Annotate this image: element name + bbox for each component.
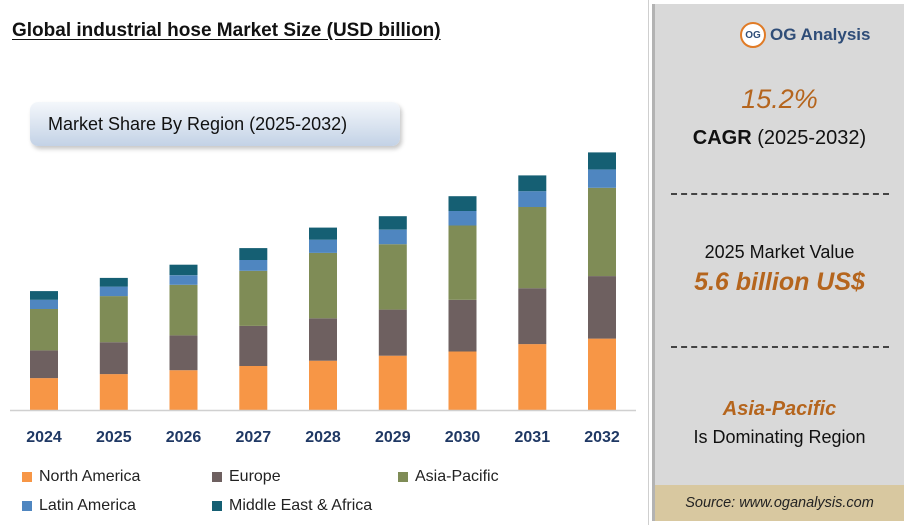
legend-item-latin-america: Latin America [22, 497, 136, 515]
cagr-label-period: (2025-2032) [751, 127, 867, 149]
bar-segment-asia-pacific-2030 [448, 225, 477, 300]
x-tick-labels: 2024 2025 2026 2027 2028 2029 2030 2031 2032 [26, 429, 620, 446]
legend-item-asia-pacific: Asia-Pacific [398, 468, 499, 486]
legend-swatch-middle-east-and-africa [212, 501, 222, 511]
bar-segment-middle-east-and-africa-2030 [448, 196, 477, 211]
bar-segment-latin-america-2025 [99, 286, 128, 297]
logo-text: OG Analysis [770, 25, 871, 44]
bar-segment-north-america-2027 [239, 366, 268, 410]
legend-label-asia-pacific: Asia-Pacific [415, 468, 499, 485]
x-tick-label-2031: 2031 [515, 429, 551, 446]
stacked-bar-chart: 2024 2025 2026 2027 2028 2029 2030 2031 2032 [10, 152, 636, 446]
market-value: 5.6 billion US$ [694, 268, 865, 296]
bar-segment-middle-east-and-africa-2028 [309, 227, 337, 240]
bars-layer [30, 152, 616, 410]
bar-segment-latin-america-2029 [378, 229, 407, 245]
bar-segment-asia-pacific-2026 [169, 284, 198, 336]
bar-segment-latin-america-2026 [169, 275, 198, 285]
bar-segment-latin-america-2030 [448, 211, 477, 226]
bar-segment-europe-2024 [30, 350, 58, 379]
bar-segment-asia-pacific-2032 [588, 187, 616, 277]
bar-segment-middle-east-and-africa-2024 [30, 291, 58, 300]
legend-label-middle-east-and-africa: Middle East & Africa [229, 497, 373, 514]
cagr-value: 15.2% [741, 84, 818, 114]
source-text: Source: www.oganalysis.com [685, 495, 874, 511]
x-tick-label-2025: 2025 [96, 429, 132, 446]
bar-segment-north-america-2028 [309, 360, 337, 410]
legend-swatch-north-america [22, 472, 32, 482]
legend-swatch-europe [212, 472, 222, 482]
chart-legend: North America Europe Asia-Pacific Latin Ame… [22, 468, 632, 522]
chart-subtitle-text: Market Share By Region (2025-2032) [48, 113, 348, 134]
legend-label-europe: Europe [229, 468, 281, 485]
bar-segment-asia-pacific-2031 [518, 207, 547, 289]
x-tick-label-2030: 2030 [445, 429, 481, 446]
chart-title: Global industrial hose Market Size (USD … [12, 20, 441, 41]
summary-panel: OG OG Analysis 15.2% CAGR (2025-2032) 20… [652, 4, 904, 521]
bar-segment-asia-pacific-2027 [239, 270, 268, 326]
bar-segment-latin-america-2032 [588, 169, 616, 188]
bar-segment-middle-east-and-africa-2031 [518, 175, 547, 192]
x-tick-label-2027: 2027 [236, 429, 272, 446]
logo-icon: OG [740, 22, 766, 48]
bar-segment-europe-2029 [378, 309, 407, 356]
chart-subtitle: Market Share By Region (2025-2032) [30, 102, 400, 146]
bar-segment-asia-pacific-2028 [309, 252, 337, 319]
bar-segment-europe-2025 [99, 342, 128, 375]
cagr-label: CAGR (2025-2032) [655, 127, 904, 150]
bar-segment-latin-america-2024 [30, 299, 58, 309]
bar-segment-europe-2027 [239, 325, 268, 366]
legend-item-europe: Europe [212, 468, 281, 486]
bar-segment-middle-east-and-africa-2026 [169, 264, 198, 276]
bar-segment-asia-pacific-2025 [99, 296, 128, 343]
x-tick-label-2032: 2032 [584, 429, 620, 446]
bar-segment-north-america-2032 [588, 338, 616, 410]
legend-item-middle-east-and-africa: Middle East & Africa [212, 497, 372, 515]
x-tick-label-2029: 2029 [375, 429, 411, 446]
bar-segment-middle-east-and-africa-2027 [239, 248, 268, 260]
legend-item-north-america: North America [22, 468, 140, 486]
legend-swatch-latin-america [22, 501, 32, 511]
dominating-region: Asia-Pacific [722, 398, 837, 420]
x-tick-label-2028: 2028 [305, 429, 341, 446]
bar-segment-europe-2028 [309, 318, 337, 361]
bar-segment-europe-2031 [518, 288, 547, 345]
bar-segment-asia-pacific-2024 [30, 309, 58, 351]
bar-segment-europe-2026 [169, 335, 198, 371]
bar-segment-europe-2032 [588, 276, 616, 339]
bar-segment-middle-east-and-africa-2032 [588, 152, 616, 170]
bar-segment-north-america-2026 [169, 370, 198, 410]
source-box: Source: www.oganalysis.com [655, 485, 904, 521]
legend-label-latin-america: Latin America [39, 497, 136, 514]
og-analysis-logo: OG OG Analysis [740, 22, 870, 48]
bar-segment-asia-pacific-2029 [378, 244, 407, 310]
cagr-label-bold: CAGR [692, 127, 752, 149]
divider-bottom [671, 346, 889, 348]
bar-segment-north-america-2030 [448, 351, 477, 410]
bar-segment-middle-east-and-africa-2029 [378, 216, 407, 230]
legend-swatch-asia-pacific [398, 472, 408, 482]
x-tick-label-2024: 2024 [26, 429, 62, 446]
bar-segment-latin-america-2031 [518, 191, 547, 207]
bar-segment-latin-america-2027 [239, 260, 268, 271]
divider-top [671, 193, 889, 195]
bar-segment-europe-2030 [448, 299, 477, 352]
bar-segment-north-america-2029 [378, 355, 407, 410]
bar-segment-middle-east-and-africa-2025 [99, 277, 128, 287]
market-value-label: 2025 Market Value [704, 242, 855, 262]
bar-segment-north-america-2031 [518, 344, 547, 410]
dominating-region-label: Is Dominating Region [693, 427, 866, 447]
legend-label-north-america: North America [39, 468, 141, 485]
bar-segment-latin-america-2028 [309, 239, 337, 253]
bar-segment-north-america-2025 [99, 374, 128, 410]
bar-segment-north-america-2024 [30, 378, 58, 410]
x-tick-label-2026: 2026 [166, 429, 202, 446]
chart-panel: Global industrial hose Market Size (USD … [10, 0, 649, 525]
